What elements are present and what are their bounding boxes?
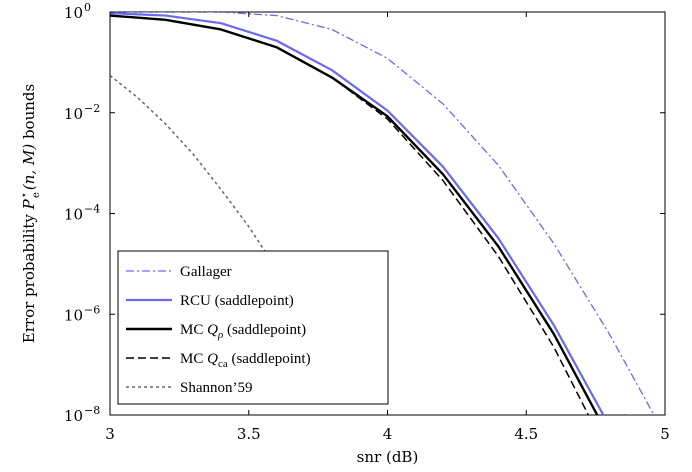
y-tick-label: 10 bbox=[64, 206, 83, 224]
y-tick-label: 10 bbox=[64, 306, 83, 324]
series-layer bbox=[110, 12, 655, 415]
legend-box bbox=[117, 250, 389, 405]
x-axis-label: snr (dB) bbox=[357, 448, 419, 466]
legend-item: Gallager bbox=[126, 264, 232, 280]
legend-label: Gallager bbox=[180, 264, 232, 280]
series-line-1 bbox=[110, 12, 632, 415]
x-tick-label: 3.5 bbox=[237, 425, 261, 443]
legend-label-symbol: Q bbox=[207, 322, 218, 338]
y-tick-base: 10 bbox=[64, 206, 83, 224]
y-axis-label: Error probability P⋆e (n, M) bounds bbox=[19, 84, 42, 343]
y-tick-exponent: 0 bbox=[84, 1, 91, 14]
y-tick-base: 10 bbox=[64, 306, 83, 324]
y-tick-label: 10 bbox=[64, 105, 83, 123]
x-tick-label: 4 bbox=[383, 425, 393, 443]
series-line-3 bbox=[110, 14, 616, 415]
legend-label: Shannon’59 bbox=[180, 380, 253, 396]
legend-label-text: RCU (saddlepoint) bbox=[180, 293, 294, 309]
legend: Gallager RCU (saddlepoint) MC Qρ (saddlepo… bbox=[117, 250, 389, 405]
legend-label: MC Qρ (saddlepoint) bbox=[180, 322, 306, 341]
y-axis-label-sup: ⋆ bbox=[19, 192, 30, 198]
legend-label-subscript: ρ bbox=[217, 329, 223, 341]
series-line-2 bbox=[110, 14, 627, 415]
x-tick-label: 5 bbox=[660, 425, 670, 443]
legend-label-subscript: ca bbox=[218, 358, 228, 370]
y-tick-exponent: −6 bbox=[84, 303, 100, 316]
legend-item: MC Qρ (saddlepoint) bbox=[126, 322, 306, 341]
x-tick-label: 3 bbox=[105, 425, 115, 443]
legend-label-text: Shannon’59 bbox=[180, 380, 253, 396]
legend-label-text: MC bbox=[180, 322, 207, 338]
legend-label-text: (saddlepoint) bbox=[228, 351, 311, 367]
y-tick-exponent: −4 bbox=[84, 203, 100, 216]
x-axis: 3 3.5 4 4.5 5 bbox=[105, 12, 670, 443]
legend-item: MC Qca (saddlepoint) bbox=[126, 351, 311, 370]
legend-label-text: (saddlepoint) bbox=[223, 322, 306, 338]
legend-item: Shannon’59 bbox=[126, 380, 253, 396]
y-tick-base: 10 bbox=[64, 4, 83, 22]
y-tick-exponent: −8 bbox=[84, 404, 100, 417]
y-tick-base: 10 bbox=[64, 407, 83, 425]
x-tick-label: 4.5 bbox=[514, 425, 538, 443]
y-tick-exponent: −2 bbox=[84, 102, 100, 115]
y-axis-label-args: (n, M) bbox=[20, 144, 38, 190]
legend-label: MC Qca (saddlepoint) bbox=[180, 351, 311, 370]
legend-label-symbol: Q bbox=[207, 351, 218, 367]
y-axis-label-suffix: bounds bbox=[20, 84, 38, 144]
y-axis-label-sub: e bbox=[31, 192, 42, 198]
y-tick-base: 10 bbox=[64, 105, 83, 123]
legend-label-text: Gallager bbox=[180, 264, 232, 280]
y-axis-label-symbol: P bbox=[20, 198, 38, 210]
y-axis-label-prefix: Error probability bbox=[20, 209, 38, 343]
y-tick-label: 10 bbox=[64, 4, 83, 22]
series-line-0 bbox=[110, 12, 655, 415]
legend-label-text: MC bbox=[180, 351, 207, 367]
series-line-4 bbox=[110, 74, 319, 338]
legend-label: RCU (saddlepoint) bbox=[180, 293, 294, 309]
legend-item: RCU (saddlepoint) bbox=[126, 293, 294, 309]
y-tick-label: 10 bbox=[64, 407, 83, 425]
